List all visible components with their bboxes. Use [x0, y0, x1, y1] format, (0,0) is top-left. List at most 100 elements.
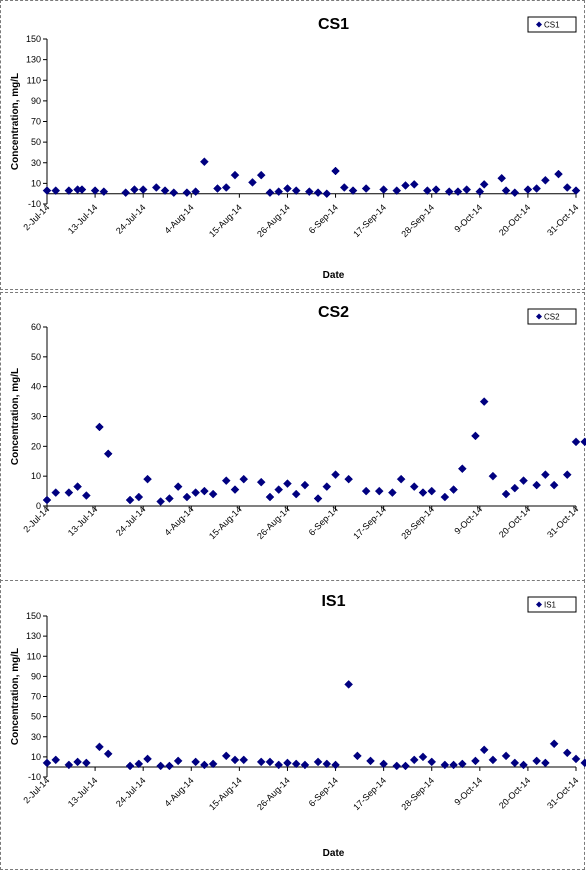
data-point [510, 483, 520, 493]
chart-panel-is1: IS1 -10 10 30 50 70 90 110 130 150 2-Jul-14 13-Jul-… [0, 580, 586, 870]
x-tick-label: 4-Aug-14 [162, 202, 195, 235]
data-point [64, 488, 74, 497]
data-point [239, 755, 249, 765]
x-tick-label: 17-Sep-14 [351, 775, 388, 812]
data-point [344, 680, 354, 689]
y-axis-title: Concentration, mg/L [10, 73, 21, 170]
legend-box [527, 16, 577, 33]
x-tick-label: 28-Sep-14 [399, 202, 436, 239]
y-tick-label: 50 [31, 712, 41, 722]
data-point [230, 170, 240, 180]
data-point [51, 488, 61, 497]
data-point [562, 748, 572, 758]
x-tick-label: 17-Sep-14 [351, 504, 388, 541]
data-point [462, 185, 472, 194]
data-point [291, 489, 301, 499]
data-point [532, 184, 542, 193]
legend-label: IS1 [544, 601, 557, 610]
data-point [81, 758, 91, 768]
x-tick-label: 13-Jul-14 [66, 775, 100, 809]
data-point [221, 476, 231, 485]
data-point [409, 482, 419, 491]
data-point [73, 757, 82, 767]
data-point [475, 187, 485, 196]
chart-title: IS1 [321, 593, 345, 610]
data-point [562, 183, 572, 192]
data-point [510, 758, 520, 768]
data-point [169, 188, 179, 198]
y-tick-label: 70 [31, 692, 41, 702]
y-axis-title: Concentration, mg/L [10, 368, 21, 465]
legend-label: CS1 [544, 21, 560, 30]
data-point [523, 185, 533, 194]
data-point [322, 759, 332, 769]
data-point [99, 187, 109, 196]
data-point [431, 185, 441, 194]
x-tick-label: 17-Sep-14 [351, 202, 388, 239]
data-point [51, 186, 61, 195]
x-tick-label: 28-Sep-14 [399, 504, 436, 541]
x-tick-label: 24-Jul-14 [114, 775, 148, 809]
data-point [580, 758, 586, 768]
x-tick-label: 15-Aug-14 [207, 504, 244, 541]
data-point [519, 476, 528, 485]
data-point [331, 166, 340, 176]
data-point [165, 761, 174, 771]
data-point [221, 751, 231, 761]
data-point [339, 183, 349, 192]
x-tick-label: 31-Oct-14 [545, 504, 580, 539]
data-point [221, 183, 231, 192]
data-point [95, 422, 104, 432]
y-tick-label: 90 [31, 96, 41, 106]
data-point [274, 760, 284, 770]
y-tick-label: 20 [31, 441, 41, 451]
data-point [73, 482, 82, 491]
data-point [361, 486, 371, 496]
data-point [138, 185, 148, 194]
y-tick-label: 50 [31, 352, 41, 362]
data-point [230, 485, 240, 494]
data-point [322, 189, 332, 199]
data-point [256, 757, 266, 767]
x-tick-label: 4-Aug-14 [162, 504, 195, 537]
data-point [440, 760, 450, 770]
data-point [283, 184, 292, 193]
data-point [488, 755, 498, 765]
data-point [313, 188, 323, 198]
data-point [213, 184, 222, 193]
y-tick-label: -10 [28, 772, 41, 782]
data-point [265, 757, 275, 767]
data-point [173, 756, 183, 766]
data-point [103, 449, 113, 459]
data-point [449, 485, 458, 494]
data-point [256, 170, 266, 180]
y-tick-label: 0 [36, 501, 41, 511]
data-point [409, 180, 419, 189]
x-tick-label: 31-Oct-14 [545, 202, 580, 237]
data-point [501, 489, 511, 499]
data-point [90, 186, 100, 195]
data-point [366, 756, 375, 766]
x-tick-label: 6-Sep-14 [307, 202, 340, 235]
data-point [457, 464, 467, 474]
y-tick-label: -10 [28, 199, 41, 209]
data-point [134, 759, 144, 769]
data-point [571, 186, 581, 195]
data-point [571, 437, 581, 447]
data-point [471, 756, 480, 766]
x-tick-label: 20-Oct-14 [497, 202, 532, 237]
y-tick-label: 10 [31, 178, 41, 188]
data-point [130, 185, 139, 194]
y-tick-label: 130 [26, 631, 41, 641]
legend-box [527, 596, 577, 613]
data-point [388, 488, 397, 497]
data-point [291, 759, 301, 769]
data-point [488, 471, 498, 481]
data-point [165, 494, 174, 503]
data-point [580, 437, 586, 447]
x-tick-label: 26-Aug-14 [255, 202, 292, 239]
legend-marker [536, 313, 542, 320]
data-point [501, 751, 511, 761]
data-point [42, 758, 52, 768]
x-tick-label: 24-Jul-14 [114, 202, 148, 236]
